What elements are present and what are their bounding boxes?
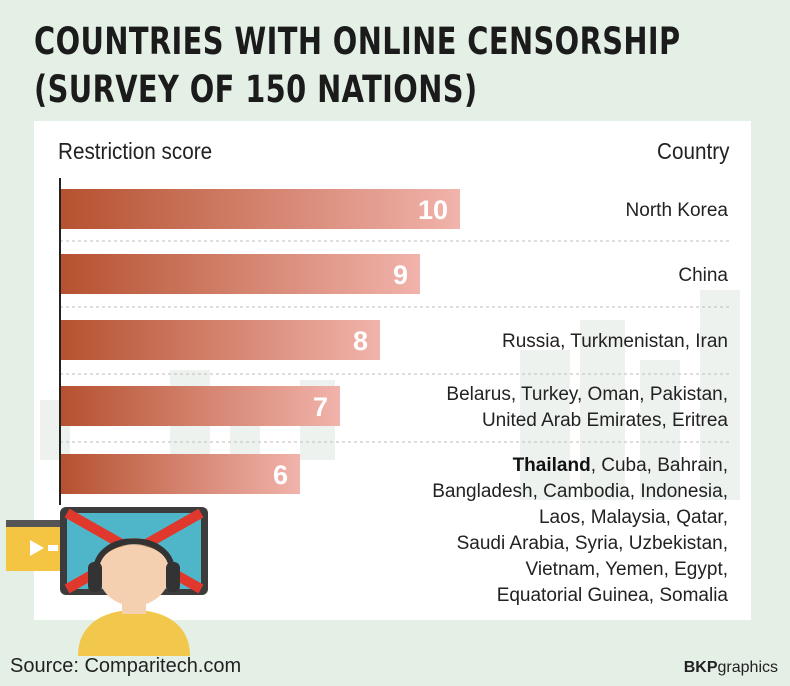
title-line-1: COUNTRIES WITH ONLINE CENSORSHIP — [34, 20, 681, 63]
country-label-line: United Arab Emirates, Eritrea — [481, 410, 728, 431]
country-label-line: North Korea — [625, 200, 728, 221]
country-label: China — [678, 263, 728, 289]
country-label: Thailand, Cuba, Bahrain, Bangladesh, Camb… — [432, 453, 728, 609]
country-label-line: Laos, Malaysia, Qatar, — [538, 507, 728, 528]
x-axis-header: Restriction score — [58, 138, 213, 164]
title-line-2: (SURVEY OF 150 NATIONS) — [34, 68, 478, 111]
country-label-line: Thailand, Cuba, Bahrain, — [512, 455, 728, 476]
bar — [60, 254, 420, 294]
bar — [60, 454, 300, 494]
bar — [60, 386, 340, 426]
source-note: Source: Comparitech.com — [10, 655, 242, 677]
bar-value-label: 7 — [313, 392, 328, 422]
credit-label: BKPgraphics — [684, 659, 778, 677]
credit-rest: graphics — [717, 659, 778, 676]
credit-bold: BKP — [683, 659, 718, 676]
bar — [60, 189, 460, 229]
country-label-line: Vietnam, Yemen, Egypt, — [525, 559, 728, 580]
bar-value-label: 10 — [418, 195, 448, 225]
country-label: Russia, Turkmenistan, Iran — [502, 329, 728, 355]
bar — [60, 320, 380, 360]
country-label-line: Belarus, Turkey, Oman, Pakistan, — [446, 384, 728, 405]
country-label-line: China — [678, 265, 728, 286]
country-label-line: Bangladesh, Cambodia, Indonesia, — [432, 481, 728, 502]
country-column-header: Country — [657, 138, 730, 164]
highlighted-country: Thailand — [512, 455, 591, 476]
video-player-icon — [6, 520, 78, 571]
country-label-line: Saudi Arabia, Syria, Uzbekistan, — [456, 533, 728, 554]
country-label-line: Equatorial Guinea, Somalia — [496, 585, 728, 606]
chart-title: COUNTRIES WITH ONLINE CENSORSHIP (SURVEY… — [34, 18, 681, 114]
country-label: North Korea — [626, 198, 728, 224]
bar-value-label: 8 — [353, 326, 368, 356]
country-label: Belarus, Turkey, Oman, Pakistan, United A… — [446, 382, 728, 434]
country-label-line: Russia, Turkmenistan, Iran — [502, 331, 728, 352]
bar-value-label: 9 — [393, 260, 408, 290]
bar-value-label: 6 — [273, 460, 288, 490]
person-icon — [78, 538, 190, 656]
